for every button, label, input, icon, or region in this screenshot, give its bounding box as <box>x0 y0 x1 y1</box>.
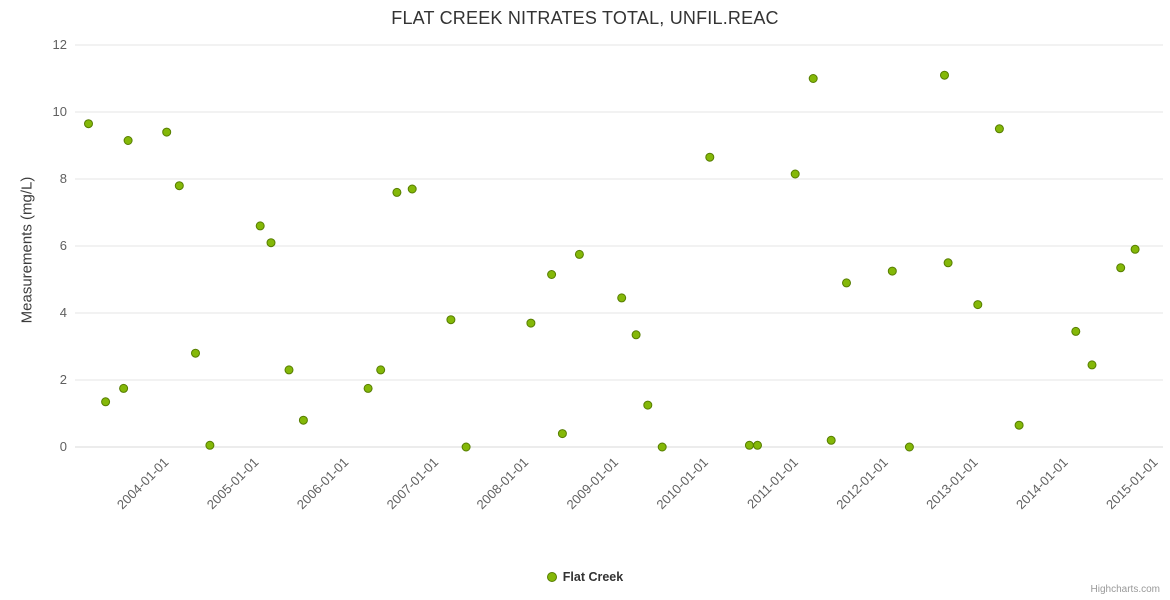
data-point[interactable] <box>363 383 373 393</box>
x-tick-label: 2009-01-01 <box>563 455 621 513</box>
data-point[interactable] <box>119 383 129 393</box>
legend: Flat Creek <box>0 570 1170 584</box>
data-point[interactable] <box>557 429 567 439</box>
data-point[interactable] <box>1087 360 1097 370</box>
x-tick-label: 2015-01-01 <box>1103 455 1161 513</box>
x-tick-label: 2007-01-01 <box>384 455 442 513</box>
x-tick-label: 2004-01-01 <box>114 455 172 513</box>
data-point[interactable] <box>298 415 308 425</box>
data-point[interactable] <box>191 348 200 358</box>
data-point[interactable] <box>547 270 557 279</box>
data-point[interactable] <box>407 184 417 194</box>
x-tick-label: 2008-01-01 <box>474 455 532 513</box>
y-tick-label: 0 <box>60 439 67 454</box>
data-point[interactable] <box>744 440 754 450</box>
data-point[interactable] <box>808 74 818 83</box>
y-tick-label: 2 <box>60 372 67 387</box>
y-tick-label: 6 <box>60 238 67 253</box>
data-point[interactable] <box>657 442 667 452</box>
x-tick-label: 2010-01-01 <box>653 455 711 513</box>
credits-link[interactable]: Highcharts.com <box>1090 584 1160 595</box>
data-point[interactable] <box>994 124 1004 134</box>
y-tick-label: 10 <box>53 104 67 119</box>
data-point[interactable] <box>123 136 133 145</box>
x-tick-label: 2014-01-01 <box>1013 455 1071 513</box>
y-tick-label: 8 <box>60 171 67 186</box>
data-point[interactable] <box>617 293 627 303</box>
data-point[interactable] <box>101 397 111 407</box>
data-point[interactable] <box>631 330 641 340</box>
data-point[interactable] <box>943 258 953 268</box>
data-point[interactable] <box>162 127 172 137</box>
y-axis-title: Measurements (mg/L) <box>18 176 36 324</box>
data-point[interactable] <box>266 238 276 248</box>
data-point[interactable] <box>284 365 294 375</box>
data-point[interactable] <box>790 169 800 179</box>
data-point[interactable] <box>574 249 584 259</box>
data-point[interactable] <box>753 440 762 450</box>
y-tick-label: 12 <box>53 37 67 52</box>
data-point[interactable] <box>255 221 265 231</box>
data-point[interactable] <box>1116 263 1126 273</box>
data-point[interactable] <box>904 442 914 452</box>
data-point[interactable] <box>1071 326 1081 336</box>
data-point[interactable] <box>376 365 386 375</box>
x-tick-label: 2012-01-01 <box>833 455 891 513</box>
legend-marker-icon <box>546 572 557 582</box>
data-point[interactable] <box>973 300 983 310</box>
data-point[interactable] <box>446 315 456 325</box>
data-point[interactable] <box>842 278 851 288</box>
x-tick-label: 2005-01-01 <box>204 455 262 513</box>
data-point[interactable] <box>1130 244 1140 254</box>
data-point[interactable] <box>705 152 715 162</box>
x-tick-label: 2011-01-01 <box>744 455 801 512</box>
data-point[interactable] <box>940 70 949 80</box>
data-point[interactable] <box>205 440 215 450</box>
data-point[interactable] <box>461 442 471 452</box>
data-point[interactable] <box>84 119 93 129</box>
data-point[interactable] <box>1014 420 1024 430</box>
data-point[interactable] <box>826 435 836 445</box>
data-point[interactable] <box>643 400 653 410</box>
data-point[interactable] <box>526 318 536 328</box>
legend-item-label: Flat Creek <box>562 570 624 584</box>
chart-title: FLAT CREEK NITRATES TOTAL, UNFIL.REAC <box>391 8 779 28</box>
data-point[interactable] <box>392 187 402 197</box>
x-tick-label: 2006-01-01 <box>294 455 352 513</box>
data-point[interactable] <box>174 181 184 191</box>
data-point[interactable] <box>887 266 897 276</box>
legend-item-flat-creek[interactable]: Flat Creek <box>546 570 624 584</box>
x-tick-label: 2013-01-01 <box>923 455 981 513</box>
y-tick-label: 4 <box>60 305 67 320</box>
